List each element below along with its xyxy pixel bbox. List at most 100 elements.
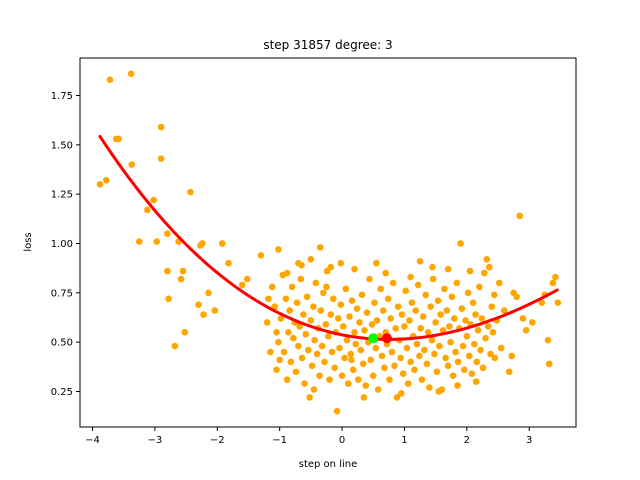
data-point (426, 384, 433, 391)
data-point (301, 380, 308, 387)
data-point (549, 279, 557, 287)
data-point (300, 311, 307, 318)
x-tick-label: −2 (210, 435, 225, 446)
data-point (369, 372, 377, 379)
fit-minimum-marker (381, 333, 392, 344)
data-point (285, 328, 292, 336)
data-point (459, 342, 467, 350)
data-point (275, 246, 282, 253)
data-point (238, 281, 246, 289)
data-point (362, 382, 370, 389)
data-point (280, 348, 288, 356)
data-point (157, 123, 165, 131)
data-point (399, 370, 407, 378)
data-point (436, 342, 443, 350)
data-point (461, 366, 468, 374)
y-tick-label: 1.00 (51, 239, 73, 250)
axes-frame (79, 57, 577, 428)
data-point (322, 321, 330, 328)
data-point (313, 350, 321, 358)
data-point (406, 317, 413, 324)
data-point (358, 291, 366, 299)
data-point (211, 307, 219, 314)
data-point (359, 360, 367, 368)
data-point (449, 372, 457, 379)
data-point (307, 255, 315, 263)
data-point (468, 370, 476, 378)
data-point (392, 325, 399, 332)
data-point (225, 259, 232, 267)
data-point (127, 70, 135, 78)
data-point (428, 336, 436, 344)
data-point (484, 323, 492, 330)
data-point (386, 376, 393, 383)
data-point (357, 346, 365, 354)
data-point (439, 327, 447, 334)
data-point (305, 346, 312, 354)
data-point (500, 307, 508, 314)
data-point (177, 275, 185, 283)
data-point (317, 307, 325, 314)
data-point (165, 295, 172, 303)
data-point (419, 313, 427, 320)
data-point (298, 354, 306, 362)
data-point (325, 332, 332, 340)
data-point (374, 386, 382, 393)
data-point (416, 352, 423, 360)
data-point (263, 319, 271, 326)
data-point (312, 279, 320, 287)
data-point (437, 311, 444, 318)
data-point (411, 366, 418, 374)
data-point (402, 287, 409, 295)
data-point (451, 315, 458, 322)
data-point (443, 307, 451, 314)
data-point (292, 368, 300, 376)
data-point (505, 368, 513, 376)
data-point (545, 360, 553, 368)
data-point (412, 307, 419, 314)
x-axis-label: step on line (299, 459, 358, 470)
data-point (487, 350, 494, 358)
data-point (276, 356, 283, 364)
data-point (474, 327, 482, 334)
data-point (273, 366, 280, 374)
data-point (452, 348, 459, 356)
data-point (554, 299, 562, 306)
data-point (466, 352, 473, 360)
data-point (516, 212, 524, 220)
data-point (381, 364, 388, 372)
data-point (290, 334, 297, 342)
data-point (447, 338, 454, 346)
data-point (326, 376, 333, 383)
data-point (360, 394, 368, 401)
data-point (275, 338, 282, 346)
data-point (513, 293, 521, 301)
data-point (336, 344, 343, 352)
data-point (397, 354, 404, 362)
data-point (403, 344, 411, 352)
data-point (205, 289, 212, 297)
data-point (268, 283, 276, 291)
data-point (423, 360, 431, 368)
data-point (349, 366, 357, 374)
data-point (371, 299, 378, 306)
data-point (454, 358, 462, 366)
data-point (398, 311, 406, 318)
current-step-marker (368, 333, 379, 344)
data-point (472, 311, 479, 318)
data-point (287, 358, 295, 366)
data-point (164, 230, 171, 237)
data-point (282, 295, 290, 303)
data-point (164, 267, 171, 275)
data-point (435, 388, 443, 395)
plot-area (96, 70, 562, 415)
data-point (102, 177, 110, 184)
y-axis-label: loss (23, 232, 34, 251)
data-point (407, 273, 414, 281)
data-point (429, 263, 436, 271)
data-point (404, 380, 412, 387)
data-point (296, 323, 303, 330)
data-point (200, 311, 207, 318)
data-point (338, 372, 346, 379)
data-point (286, 307, 293, 314)
